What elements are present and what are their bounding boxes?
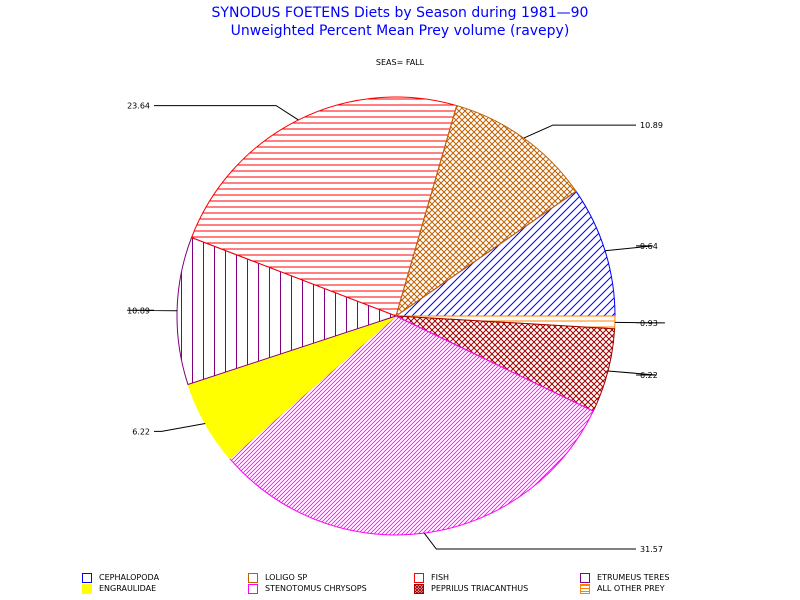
pie-slice-loligo-sp <box>395 104 577 318</box>
slice-value-label: 10.89 <box>640 121 663 130</box>
legend-swatch <box>580 573 590 583</box>
legend-label: STENOTOMUS CHRYSOPS <box>265 584 367 593</box>
legend-swatch <box>580 584 590 594</box>
leader-line <box>154 423 206 432</box>
pie-slice-stenotomus-chrysops <box>229 315 594 536</box>
pie-slice-fish <box>190 96 458 317</box>
legend-swatch <box>248 584 258 594</box>
slice-value-label: 6.22 <box>132 427 150 436</box>
leader-line <box>607 370 657 376</box>
leader-line <box>614 321 665 324</box>
slice-value-label: 10.89 <box>127 306 150 315</box>
pie-slice-cephalopoda <box>394 190 616 317</box>
chart-title: SYNODUS FOETENS Diets by Season during 1… <box>211 5 589 21</box>
slice-value-label: 9.64 <box>640 242 658 251</box>
legend-swatch <box>414 584 424 594</box>
legend-label: ENGRAULIDAE <box>99 584 157 593</box>
legend-swatch <box>248 573 258 583</box>
leader-line <box>423 532 636 550</box>
legend-label: LOLIGO SP <box>265 573 308 582</box>
leader-line <box>604 245 653 252</box>
slice-value-label: 23.64 <box>127 102 150 111</box>
chart-subtitle: Unweighted Percent Mean Prey volume (rav… <box>230 23 570 39</box>
slice-value-label: 6.22 <box>640 371 658 380</box>
legend-label: ALL OTHER PREY <box>597 584 665 593</box>
leader-line <box>523 124 636 139</box>
legend-label: PEPRILUS TRIACANTHUS <box>431 584 529 593</box>
legend-swatch <box>82 573 92 583</box>
pie-slice-etrumeus-teres <box>176 236 398 386</box>
legend-swatch <box>414 573 424 583</box>
leader-line <box>154 105 299 121</box>
slice-value-label: 31.57 <box>640 545 663 554</box>
slice-value-label: 0.93 <box>640 319 658 328</box>
legend-label: CEPHALOPODA <box>99 573 160 582</box>
panel-label: SEAS= FALL <box>375 58 425 67</box>
legend-label: ETRUMEUS TERES <box>597 573 670 582</box>
legend-swatch <box>82 584 92 594</box>
legend-label: FISH <box>431 573 450 582</box>
